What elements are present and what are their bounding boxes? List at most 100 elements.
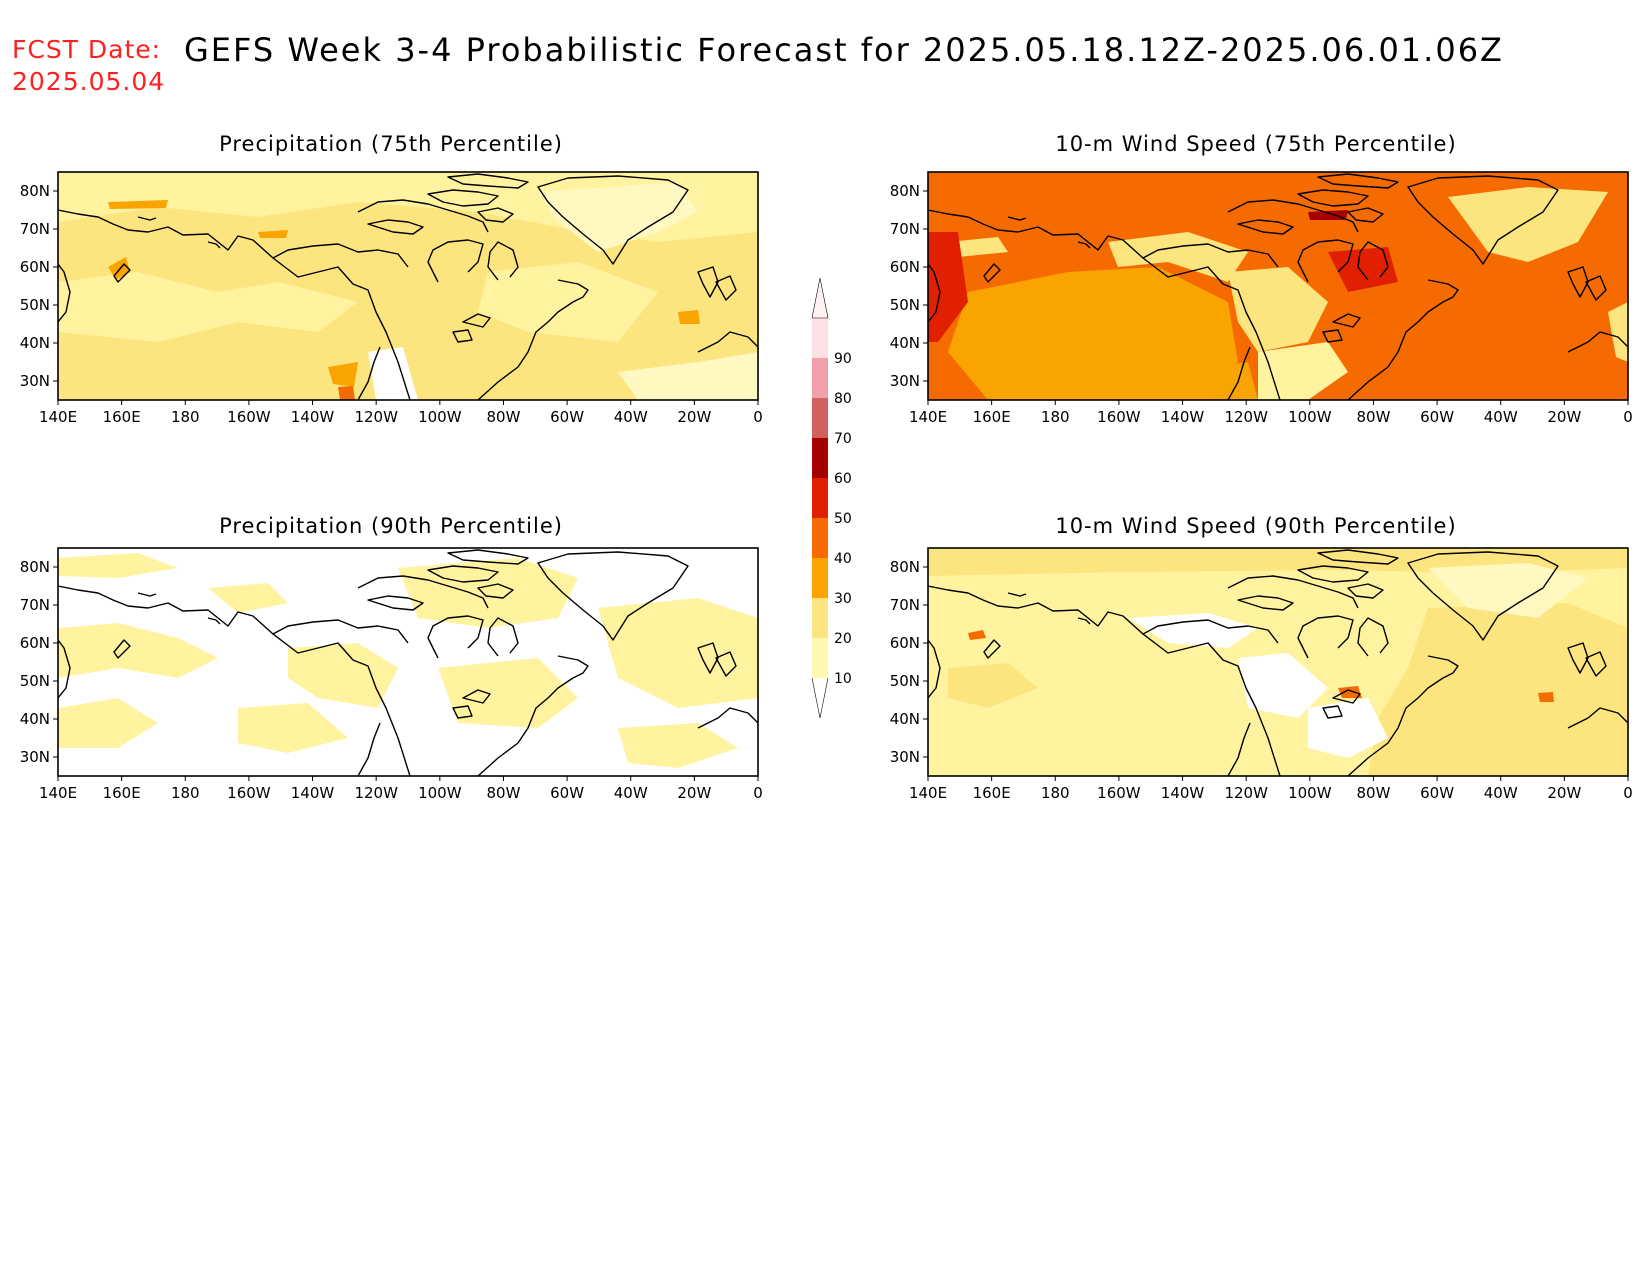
lon-tick-label: 160W <box>1097 408 1141 426</box>
map-panel-precip90 <box>57 547 759 777</box>
lat-tick-label: 70N <box>890 596 920 614</box>
colorbar-swatch <box>812 478 828 518</box>
colorbar-label: 90 <box>834 351 852 367</box>
lon-tick-label: 160W <box>227 784 271 802</box>
colorbar-label: 10 <box>834 671 852 687</box>
colorbar-swatch <box>812 398 828 438</box>
lat-tick-label: 50N <box>20 296 50 314</box>
lon-tick-label: 140E <box>909 408 947 426</box>
lon-tick-label: 160E <box>103 408 141 426</box>
lon-tick-label: 0 <box>753 784 763 802</box>
colorbar-swatch <box>812 598 828 638</box>
lat-tick-label: 70N <box>20 596 50 614</box>
lon-tick-label: 80W <box>486 784 520 802</box>
colorbar-label: 40 <box>834 551 852 567</box>
fcst-date-value: 2025.05.04 <box>12 67 166 96</box>
lon-tick-label: 140E <box>909 784 947 802</box>
lat-tick-label: 60N <box>890 258 920 276</box>
lon-tick-label: 140W <box>1161 784 1205 802</box>
lat-tick-label: 80N <box>890 182 920 200</box>
lon-tick-label: 140E <box>39 784 77 802</box>
colorbar-label: 60 <box>834 471 852 487</box>
colorbar-label: 70 <box>834 431 852 447</box>
lat-tick-label: 50N <box>890 296 920 314</box>
map-panel-wind75 <box>927 171 1629 401</box>
lon-tick-label: 160W <box>227 408 271 426</box>
lat-tick-label: 80N <box>20 558 50 576</box>
lon-tick-label: 160E <box>103 784 141 802</box>
lon-tick-label: 120W <box>1224 784 1268 802</box>
lat-tick-label: 30N <box>20 748 50 766</box>
colorbar-top-arrow <box>811 277 829 319</box>
lat-tick-label: 30N <box>890 372 920 390</box>
lon-tick-label: 140E <box>39 408 77 426</box>
lat-tick-label: 40N <box>890 334 920 352</box>
lon-tick-label: 20W <box>1547 784 1581 802</box>
lon-tick-label: 120W <box>354 784 398 802</box>
page-title: GEFS Week 3-4 Probabilistic Forecast for… <box>184 31 1504 69</box>
lon-tick-label: 0 <box>1623 408 1633 426</box>
lon-tick-label: 40W <box>1484 784 1518 802</box>
colorbar-label: 50 <box>834 511 852 527</box>
colorbar-swatch <box>812 558 828 598</box>
panel-title-precip90: Precipitation (90th Percentile) <box>219 514 563 538</box>
colorbar-swatch <box>812 638 828 678</box>
colorbar-bottom-arrow <box>811 677 829 719</box>
lon-tick-label: 100W <box>418 784 462 802</box>
lon-tick-label: 160E <box>973 408 1011 426</box>
colorbar-label: 20 <box>834 631 852 647</box>
lon-tick-label: 60W <box>550 408 584 426</box>
lat-tick-label: 70N <box>20 220 50 238</box>
lon-tick-label: 20W <box>1547 408 1581 426</box>
lat-tick-label: 60N <box>20 258 50 276</box>
map-panel-wind90 <box>927 547 1629 777</box>
lon-tick-label: 0 <box>1623 784 1633 802</box>
lon-tick-label: 40W <box>1484 408 1518 426</box>
lat-tick-label: 30N <box>20 372 50 390</box>
colorbar-swatch <box>812 518 828 558</box>
lat-tick-label: 80N <box>890 558 920 576</box>
lat-tick-label: 70N <box>890 220 920 238</box>
colorbar-legend: 10 20 30 40 50 60 70 80 90 <box>811 277 852 719</box>
lon-tick-label: 160W <box>1097 784 1141 802</box>
lon-tick-label: 120W <box>354 408 398 426</box>
colorbar-label: 30 <box>834 591 852 607</box>
lon-tick-label: 160E <box>973 784 1011 802</box>
lon-tick-label: 140W <box>291 408 335 426</box>
lat-tick-label: 40N <box>890 710 920 728</box>
lon-tick-label: 80W <box>1356 784 1390 802</box>
lon-tick-label: 180 <box>171 408 200 426</box>
lon-tick-label: 20W <box>677 408 711 426</box>
colorbar-swatch <box>812 438 828 478</box>
panel-title-precip75: Precipitation (75th Percentile) <box>219 132 563 156</box>
lon-tick-label: 60W <box>550 784 584 802</box>
colorbar-label: 80 <box>834 391 852 407</box>
lon-tick-label: 80W <box>486 408 520 426</box>
lon-tick-label: 140W <box>1161 408 1205 426</box>
lon-tick-label: 20W <box>677 784 711 802</box>
lon-tick-label: 80W <box>1356 408 1390 426</box>
lon-tick-label: 40W <box>614 408 648 426</box>
lon-tick-label: 100W <box>1288 408 1332 426</box>
lon-tick-label: 100W <box>418 408 462 426</box>
lon-tick-label: 100W <box>1288 784 1332 802</box>
fcst-date-label: FCST Date: <box>12 35 162 64</box>
lon-tick-label: 140W <box>291 784 335 802</box>
lon-tick-label: 60W <box>1420 408 1454 426</box>
colorbar-swatch <box>812 358 828 398</box>
lat-tick-label: 80N <box>20 182 50 200</box>
lon-tick-label: 0 <box>753 408 763 426</box>
lon-tick-label: 180 <box>1041 784 1070 802</box>
lon-tick-label: 60W <box>1420 784 1454 802</box>
panel-title-wind90: 10-m Wind Speed (90th Percentile) <box>1055 514 1457 538</box>
lat-tick-label: 30N <box>890 748 920 766</box>
lon-tick-label: 180 <box>1041 408 1070 426</box>
lon-tick-label: 120W <box>1224 408 1268 426</box>
panel-title-wind75: 10-m Wind Speed (75th Percentile) <box>1055 132 1457 156</box>
lat-tick-label: 40N <box>20 334 50 352</box>
map-panel-precip75 <box>57 171 759 401</box>
lat-tick-label: 50N <box>20 672 50 690</box>
lon-tick-label: 180 <box>171 784 200 802</box>
lat-tick-label: 50N <box>890 672 920 690</box>
